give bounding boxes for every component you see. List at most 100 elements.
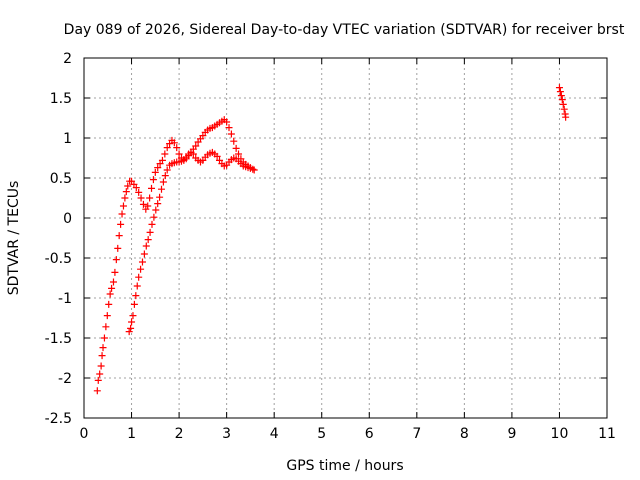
data-point-plus bbox=[117, 220, 125, 228]
data-point-plus bbox=[99, 344, 107, 352]
y-tick-label: 0.5 bbox=[50, 171, 72, 187]
data-point-plus bbox=[213, 152, 221, 160]
x-tick-labels: 0 1 2 3 4 5 6 7 8 9 10 11 bbox=[80, 426, 616, 442]
data-point-plus bbox=[173, 144, 181, 152]
data-point-plus bbox=[115, 232, 123, 240]
y-tick-label: -1 bbox=[58, 291, 72, 307]
data-point-plus bbox=[144, 202, 152, 210]
data-point-plus bbox=[223, 118, 231, 126]
data-point-plus bbox=[102, 323, 110, 331]
data-point-plus bbox=[137, 265, 145, 273]
y-tick-label: -2 bbox=[58, 371, 72, 387]
y-tick-label: 1 bbox=[63, 131, 72, 147]
data-point-plus bbox=[227, 130, 235, 138]
data-point-plus bbox=[158, 156, 166, 164]
data-point-plus bbox=[556, 88, 564, 96]
x-tick-label: 9 bbox=[507, 426, 516, 442]
data-point-plus bbox=[93, 387, 101, 395]
data-point-plus bbox=[112, 256, 120, 264]
data-point-plus bbox=[127, 324, 135, 332]
data-point-plus bbox=[557, 92, 565, 100]
data-point-plus bbox=[163, 144, 171, 152]
data-point-plus bbox=[159, 178, 167, 186]
x-tick-label: 6 bbox=[365, 426, 374, 442]
data-point-plus bbox=[154, 164, 162, 172]
data-point-plus bbox=[114, 244, 122, 252]
plot-frame bbox=[83, 57, 608, 419]
data-point-plus bbox=[137, 194, 145, 202]
data-point-plus bbox=[246, 164, 254, 172]
data-point-plus bbox=[130, 300, 138, 308]
data-point-plus bbox=[132, 292, 140, 300]
data-point-plus bbox=[163, 166, 171, 174]
data-point-plus bbox=[192, 142, 200, 150]
x-tick-label: 5 bbox=[317, 426, 326, 442]
data-point-plus bbox=[559, 100, 567, 108]
x-tick-label: 8 bbox=[460, 426, 469, 442]
data-point-plus bbox=[138, 258, 146, 266]
x-tick-label: 10 bbox=[551, 426, 569, 442]
y-tick-label: 0 bbox=[63, 211, 72, 227]
data-point-plus bbox=[142, 242, 150, 250]
data-point-plus bbox=[558, 96, 566, 104]
data-point-plus bbox=[148, 184, 156, 192]
data-point-plus bbox=[154, 200, 162, 208]
data-point-plus bbox=[156, 193, 164, 201]
data-point-plus bbox=[230, 137, 238, 145]
data-point-plus bbox=[128, 318, 136, 326]
x-tick-label: 1 bbox=[127, 426, 136, 442]
data-point-plus bbox=[111, 268, 119, 276]
data-point-plus bbox=[133, 282, 141, 290]
x-tick-label: 0 bbox=[80, 426, 89, 442]
data-point-plus bbox=[98, 352, 106, 360]
data-points bbox=[93, 84, 570, 395]
data-point-plus bbox=[161, 150, 169, 158]
data-point-plus bbox=[108, 284, 116, 292]
data-point-plus bbox=[106, 290, 114, 298]
data-point-plus bbox=[100, 334, 108, 342]
data-point-plus bbox=[94, 376, 102, 384]
data-point-plus bbox=[152, 206, 160, 214]
data-point-plus bbox=[151, 168, 159, 176]
x-tick-label: 2 bbox=[175, 426, 184, 442]
data-point-plus bbox=[560, 105, 568, 113]
data-point-plus bbox=[157, 185, 165, 193]
data-point-plus bbox=[250, 166, 258, 174]
data-point-plus bbox=[118, 210, 126, 218]
data-point-plus bbox=[135, 188, 143, 196]
data-point-plus bbox=[150, 213, 158, 221]
data-point-plus bbox=[140, 250, 148, 258]
data-point-plus bbox=[125, 328, 133, 336]
data-point-plus bbox=[562, 113, 570, 121]
data-point-plus bbox=[146, 228, 154, 236]
y-tick-label: -1.5 bbox=[45, 331, 72, 347]
chart-title: Day 089 of 2026, Sidereal Day-to-day VTE… bbox=[64, 22, 625, 38]
data-point-plus bbox=[132, 184, 140, 192]
data-point-plus bbox=[103, 312, 111, 320]
x-tick-label: 7 bbox=[412, 426, 421, 442]
x-axis-label: GPS time / hours bbox=[286, 458, 403, 474]
data-point-plus bbox=[555, 84, 563, 92]
data-point-plus bbox=[119, 202, 127, 210]
data-point-plus bbox=[139, 200, 147, 208]
data-point-plus bbox=[97, 362, 105, 370]
data-point-plus bbox=[161, 172, 169, 180]
data-point-plus bbox=[146, 194, 154, 202]
data-point-plus bbox=[235, 150, 243, 158]
data-point-plus bbox=[225, 124, 233, 132]
axis-ticks bbox=[83, 57, 608, 419]
data-point-plus bbox=[149, 176, 157, 184]
data-point-plus bbox=[148, 220, 156, 228]
data-point-plus bbox=[144, 236, 152, 244]
data-point-plus bbox=[122, 188, 130, 196]
x-tick-label: 4 bbox=[270, 426, 279, 442]
data-point-plus bbox=[189, 150, 197, 158]
grid-lines bbox=[84, 58, 607, 418]
y-axis-label: SDTVAR / TECUs bbox=[6, 181, 22, 296]
data-point-plus bbox=[170, 139, 178, 147]
data-point-plus bbox=[121, 194, 129, 202]
data-point-plus bbox=[124, 182, 132, 190]
data-point-plus bbox=[96, 370, 104, 378]
y-tick-label: -2.5 bbox=[45, 411, 72, 427]
